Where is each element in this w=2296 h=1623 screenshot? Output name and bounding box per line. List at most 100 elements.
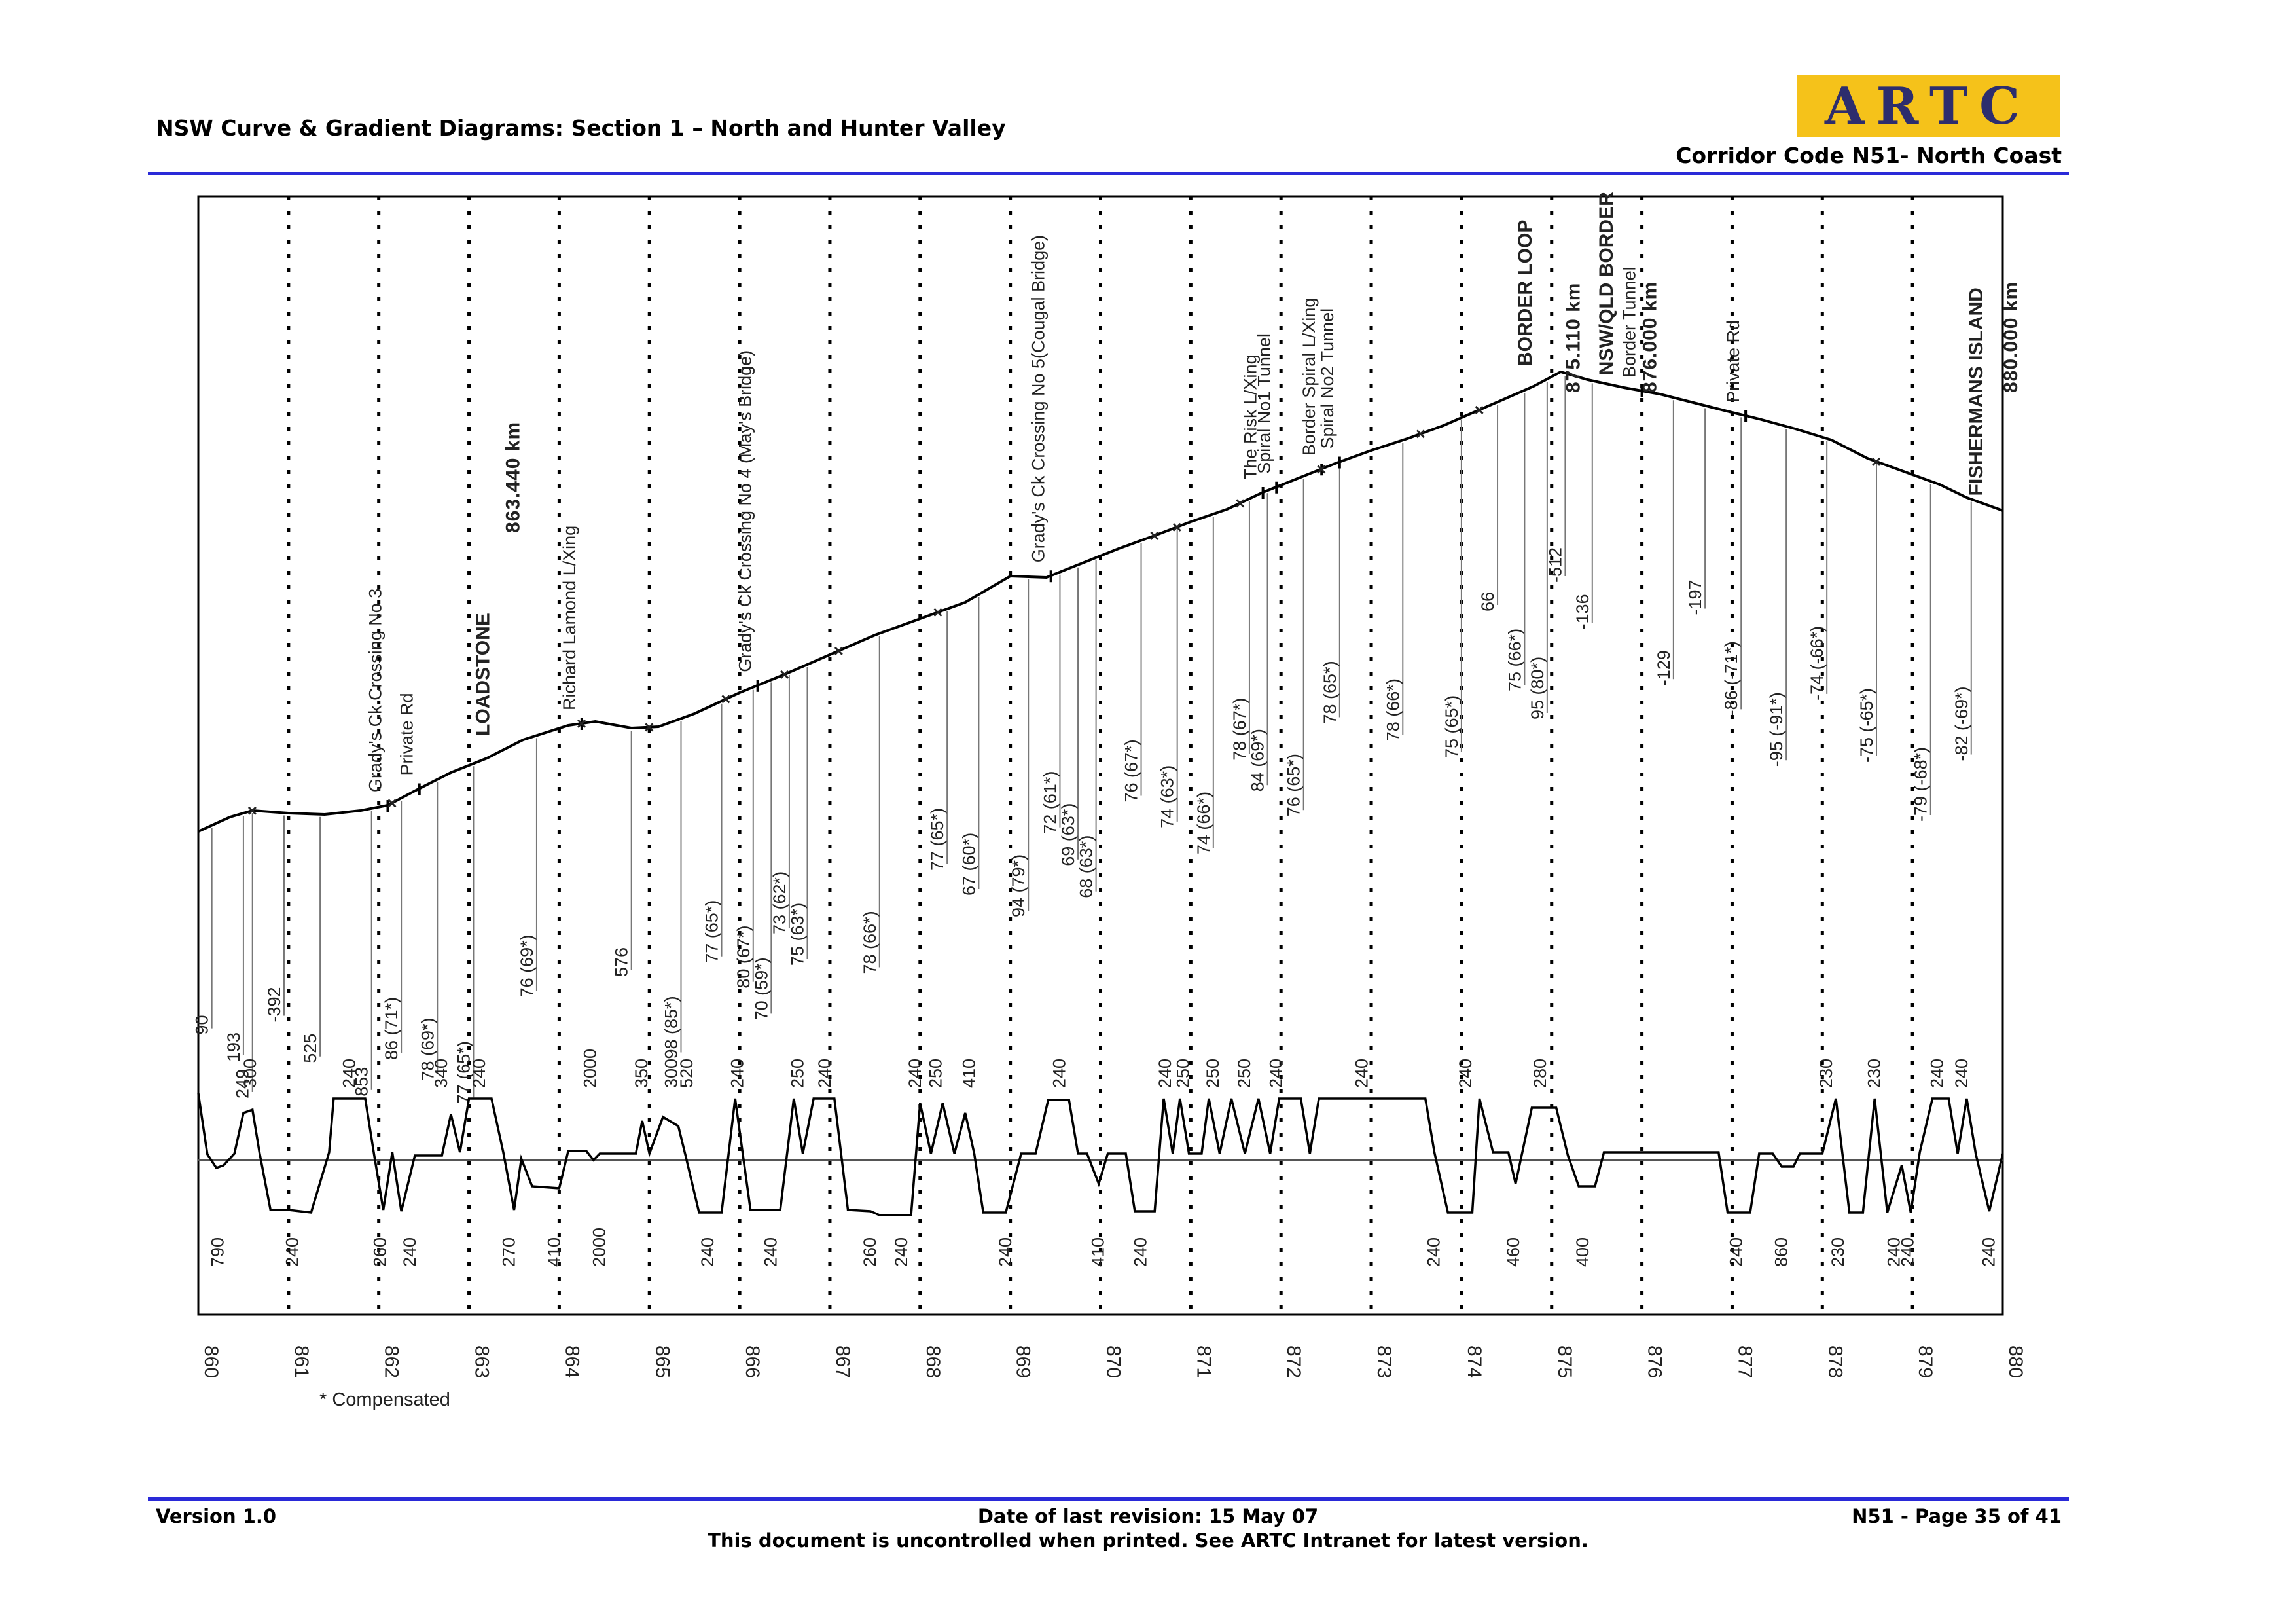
gradient-line	[197, 1093, 2004, 1216]
grade-label-upper: 250	[1203, 1059, 1223, 1088]
curve-radius-label: -129	[1654, 650, 1674, 685]
curve-radius-label: -74 (-66*)	[1807, 626, 1827, 701]
km-tick-label: 861	[291, 1345, 312, 1378]
feature-label: Border Spiral L/Xing	[1299, 298, 1319, 456]
km-tick-label: 865	[651, 1345, 673, 1378]
grade-label-upper: 250	[926, 1059, 946, 1088]
km-tick-label: 862	[381, 1345, 403, 1378]
curve-radius-label: 67 (60*)	[959, 833, 978, 896]
station-label: 863.440 km	[503, 422, 524, 533]
km-tick-label: 870	[1103, 1345, 1124, 1378]
km-tick-label: 860	[200, 1345, 222, 1378]
curve-radius-label: -82 (-69*)	[1952, 686, 1971, 761]
milepost-mark: ×	[933, 602, 942, 622]
km-tick-label: 877	[1734, 1345, 1755, 1378]
grade-label-lower: 240	[400, 1237, 420, 1267]
grade-label-upper: 520	[677, 1059, 696, 1088]
km-tick-label: 863	[471, 1345, 493, 1378]
grade-label-upper: 240	[727, 1059, 747, 1088]
feature-label: Border Tunnel	[1620, 266, 1640, 378]
grade-label-lower: 270	[499, 1237, 519, 1267]
milepost-mark: ×	[1416, 424, 1426, 444]
grade-label-upper: 240	[1049, 1059, 1069, 1088]
revision-date: Date of last revision: 15 May 07	[977, 1505, 1319, 1527]
station-label: FISHERMANS ISLAND	[1965, 287, 1987, 496]
km-axis: 860 861 862 863 864 865 866 867 868 869 870 871 872 8…	[200, 1345, 2026, 1378]
grade-label-lower: 260	[860, 1237, 880, 1267]
page-number: N51 - Page 35 of 41	[1852, 1505, 2062, 1527]
grade-label-lower: 460	[1503, 1237, 1523, 1267]
curve-radius-label: -86 (-71*)	[1721, 641, 1741, 716]
curve-radius-label: 90	[192, 1015, 212, 1035]
station-label: 876.000 km	[1640, 282, 1661, 393]
milepost-mark: ×	[834, 641, 844, 661]
feature-label: Spiral No1 Tunnel	[1254, 333, 1274, 474]
curve-radius-label: 86 (71*)	[382, 997, 401, 1060]
km-tick-label: 874	[1463, 1345, 1485, 1378]
station-label: NSW/QLD BORDER	[1596, 192, 1617, 375]
curve-radius-label: 80 (67*)	[734, 926, 753, 989]
feature-label: Richard Lamond L/Xing	[560, 526, 579, 710]
curve-radius-label: -512	[1545, 547, 1565, 583]
grade-label-upper: 240	[1155, 1059, 1175, 1088]
curve-radius-label: 74 (63*)	[1158, 765, 1177, 828]
feature-label: Private Rd	[397, 693, 417, 775]
track-profile: × × × × × × × × × × × × × × ×	[198, 370, 2003, 833]
grade-label-upper: 240	[1266, 1059, 1285, 1088]
grade-label-upper: 280	[1530, 1059, 1550, 1088]
milepost-mark: ×	[1871, 452, 1881, 471]
km-tick-label: 879	[1914, 1345, 1936, 1378]
grade-label-upper: 240	[815, 1059, 834, 1088]
curve-radius-label: 94 (79*)	[1009, 854, 1028, 917]
uncontrolled-notice: This document is uncontrolled when print…	[708, 1529, 1588, 1552]
curve-radius-label: 78 (69*)	[418, 1017, 437, 1080]
footer-rule	[148, 1497, 2069, 1501]
diagram-labels: 90 193 249 -392 525 853 86 (71*) 78 (69*) 77 (65…	[192, 192, 2022, 1104]
document-title: NSW Curve & Gradient Diagrams: Section 1…	[156, 115, 1006, 141]
grade-label-upper: 2000	[581, 1049, 600, 1088]
milepost-mark: ×	[721, 689, 730, 709]
station-label: BORDER LOOP	[1515, 220, 1536, 366]
compensated-note: * Compensated	[319, 1389, 450, 1410]
curve-radius-label: 78 (66*)	[860, 911, 880, 974]
curve-radius-label: 68 (63*)	[1077, 835, 1096, 898]
header-rule	[148, 172, 2069, 175]
grade-label-upper: 410	[960, 1059, 979, 1088]
curve-radius-label: 249	[233, 1069, 253, 1099]
grade-label-upper: 340	[431, 1059, 451, 1088]
grade-label-upper: 240	[1952, 1059, 1971, 1088]
curve-radius-label: 77 (65*)	[927, 808, 947, 871]
milepost-mark: ×	[1172, 517, 1182, 537]
grade-label-lower: 240	[1897, 1237, 1917, 1267]
grade-label-lower: 240	[1424, 1237, 1444, 1267]
curve-radius-label: 525	[300, 1034, 320, 1063]
curve-radius-label: 77 (65*)	[454, 1041, 473, 1104]
milepost-mark: ×	[644, 718, 654, 737]
km-tick-label: 880	[2005, 1345, 2026, 1378]
curve-radius-label: -95 (-91*)	[1767, 692, 1786, 767]
curve-radius-label: 95 (80*)	[1528, 657, 1547, 720]
km-tick-label: 878	[1824, 1345, 1846, 1378]
grade-label-lower: 2000	[589, 1228, 609, 1267]
curve-radius-label: 76 (67*)	[1122, 739, 1141, 802]
grade-label-lower: 790	[207, 1237, 227, 1267]
grade-label-upper: 240	[469, 1059, 489, 1088]
curve-radius-label: 576	[612, 947, 632, 977]
label-leaders	[211, 376, 1972, 1098]
curve-radius-label: 98 (85*)	[661, 996, 681, 1059]
grade-label-lower: 240	[1131, 1237, 1151, 1267]
feature-label: The Risk L/Xing	[1241, 354, 1261, 479]
milepost-mark: ×	[1149, 526, 1159, 545]
curve-radius-label: 853	[352, 1067, 372, 1097]
grade-label-upper: 240	[340, 1059, 359, 1088]
milepost-mark: ×	[1235, 493, 1245, 513]
grade-label-lower: 240	[698, 1237, 717, 1267]
curve-radius-label: 72 (61*)	[1040, 771, 1060, 834]
feature-label: Spiral No2 Tunnel	[1318, 308, 1337, 449]
curve-radius-label: 78 (66*)	[1383, 678, 1403, 741]
curve-radius-label: 75 (66*)	[1505, 629, 1524, 691]
grade-label-upper: 230	[1864, 1059, 1884, 1088]
milepost-mark: ×	[387, 793, 397, 812]
km-tick-label: 873	[1373, 1345, 1395, 1378]
